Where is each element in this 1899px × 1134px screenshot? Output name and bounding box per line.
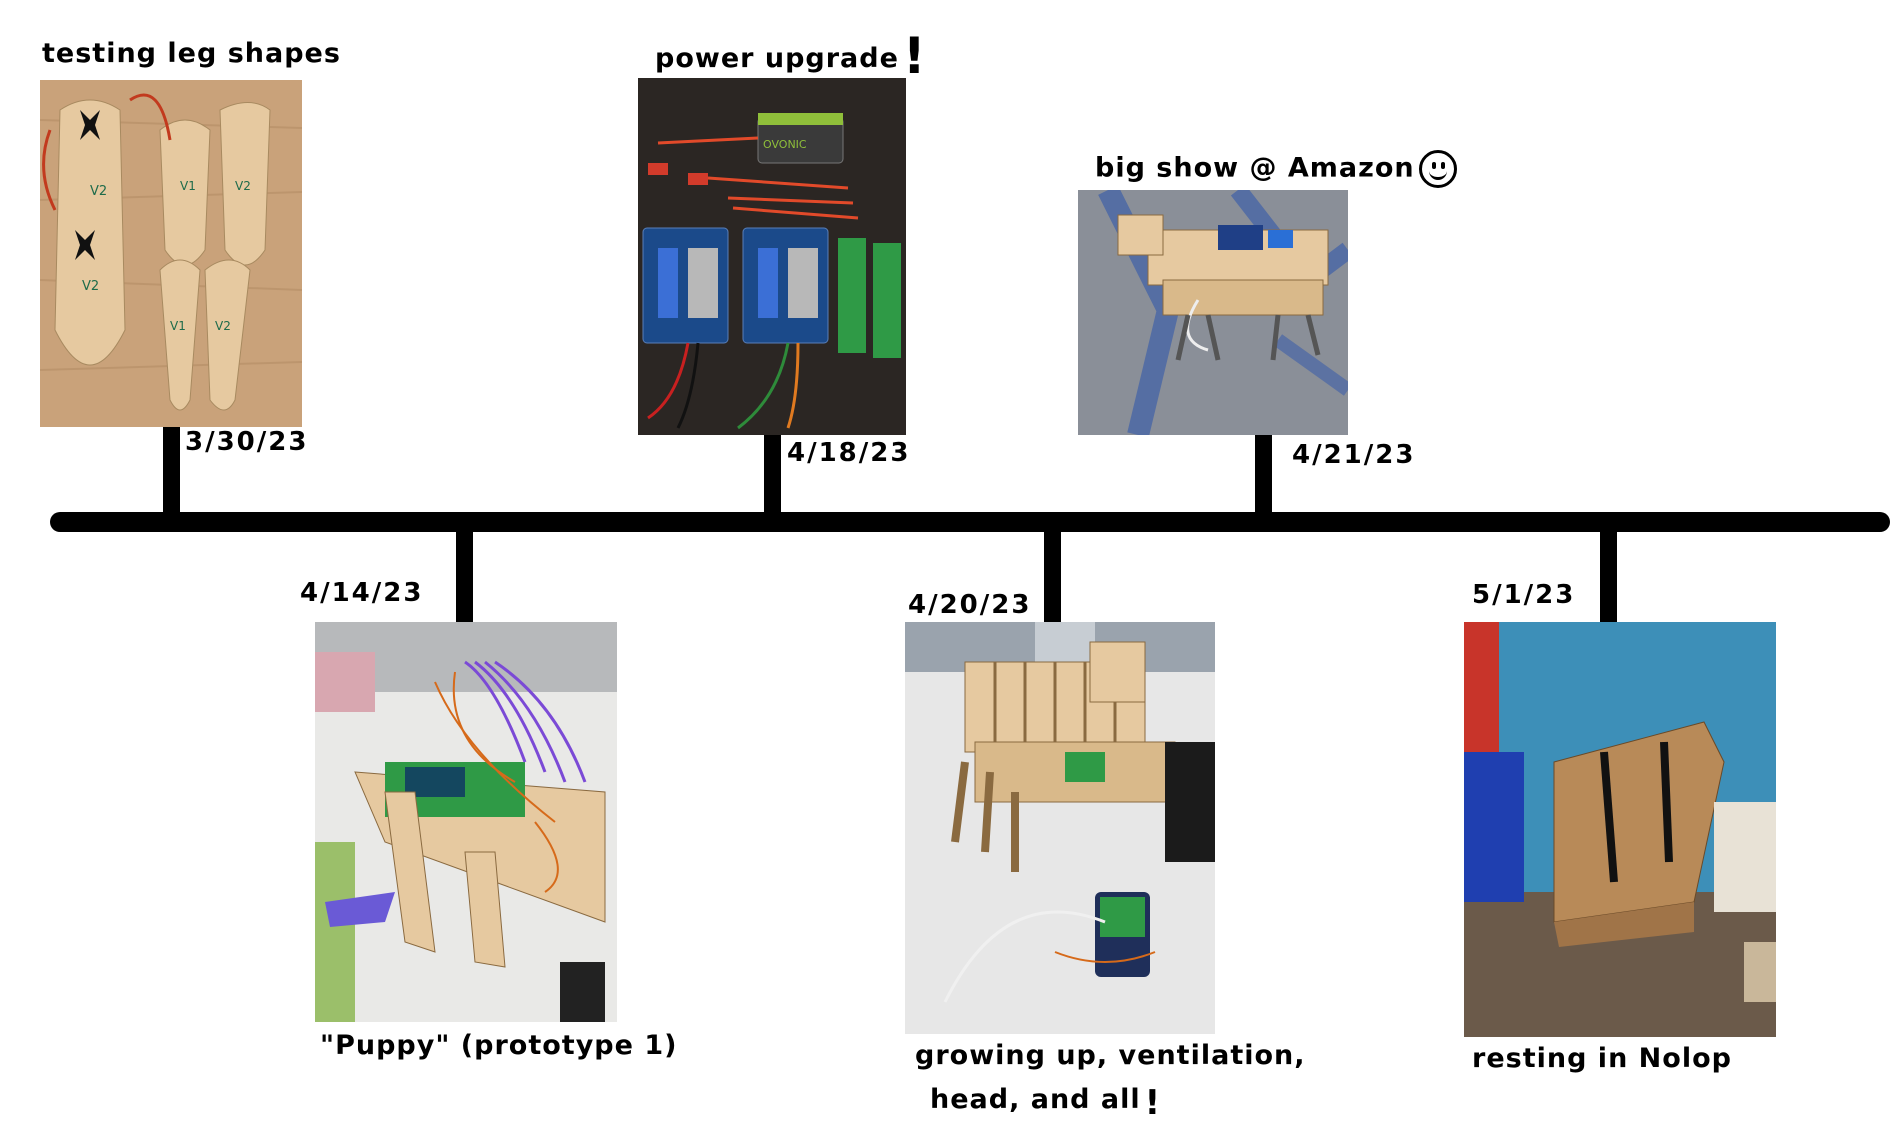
photo-big-show <box>1078 190 1348 435</box>
tick-4-18 <box>764 420 781 520</box>
smiley-icon <box>1418 150 1457 188</box>
date-4-14-23: 4/14/23 <box>300 578 424 608</box>
caption-puppy-prototype: "Puppy" (prototype 1) <box>320 1030 678 1061</box>
date-3-30-23: 3/30/23 <box>185 427 309 457</box>
caption-growing-up-line1: growing up, ventilation, <box>915 1040 1306 1071</box>
date-4-20-23: 4/20/23 <box>908 590 1032 620</box>
caption-growing-up-line2-text: head, and all <box>930 1084 1141 1115</box>
leg-label-3: V2 <box>235 179 251 193</box>
leg-label-2: V1 <box>180 179 196 193</box>
battery-label: OVONIC <box>763 138 807 151</box>
date-5-1-23: 5/1/23 <box>1472 580 1576 610</box>
timeline-bar <box>50 512 1890 532</box>
caption-resting-in-nolop: resting in Nolop <box>1472 1043 1732 1074</box>
tick-4-20 <box>1044 525 1061 625</box>
caption-testing-leg-shapes: testing leg shapes <box>42 38 341 69</box>
photo-puppy-prototype <box>315 622 617 1022</box>
caption-big-show-text: big show @ Amazon <box>1095 152 1415 184</box>
tick-5-1 <box>1600 525 1617 625</box>
leg-label-5: V1 <box>170 319 186 333</box>
photo-growing-up <box>905 622 1215 1034</box>
date-4-18-23: 4/18/23 <box>787 438 911 468</box>
caption-power-upgrade: power upgrade! <box>655 31 927 81</box>
leg-label-4: V2 <box>82 279 99 294</box>
tick-4-14 <box>456 525 473 625</box>
tick-3-30 <box>163 420 180 520</box>
tick-4-21 <box>1255 420 1272 520</box>
caption-big-show: big show @ Amazon <box>1095 150 1457 188</box>
caption-power-upgrade-text: power upgrade <box>655 43 899 74</box>
leg-label-6: V2 <box>215 319 231 333</box>
exclamation-icon-2: ! <box>1144 1083 1162 1123</box>
exclamation-icon: ! <box>902 27 927 85</box>
caption-growing-up-line2: head, and all! <box>930 1083 1161 1123</box>
photo-power-upgrade: OVONIC <box>638 78 906 435</box>
photo-leg-shapes: V2 V1 V2 V2 V1 V2 <box>40 80 302 427</box>
leg-label-1: V2 <box>90 184 107 199</box>
date-4-21-23: 4/21/23 <box>1292 440 1416 470</box>
photo-resting-in-nolop <box>1464 622 1776 1037</box>
